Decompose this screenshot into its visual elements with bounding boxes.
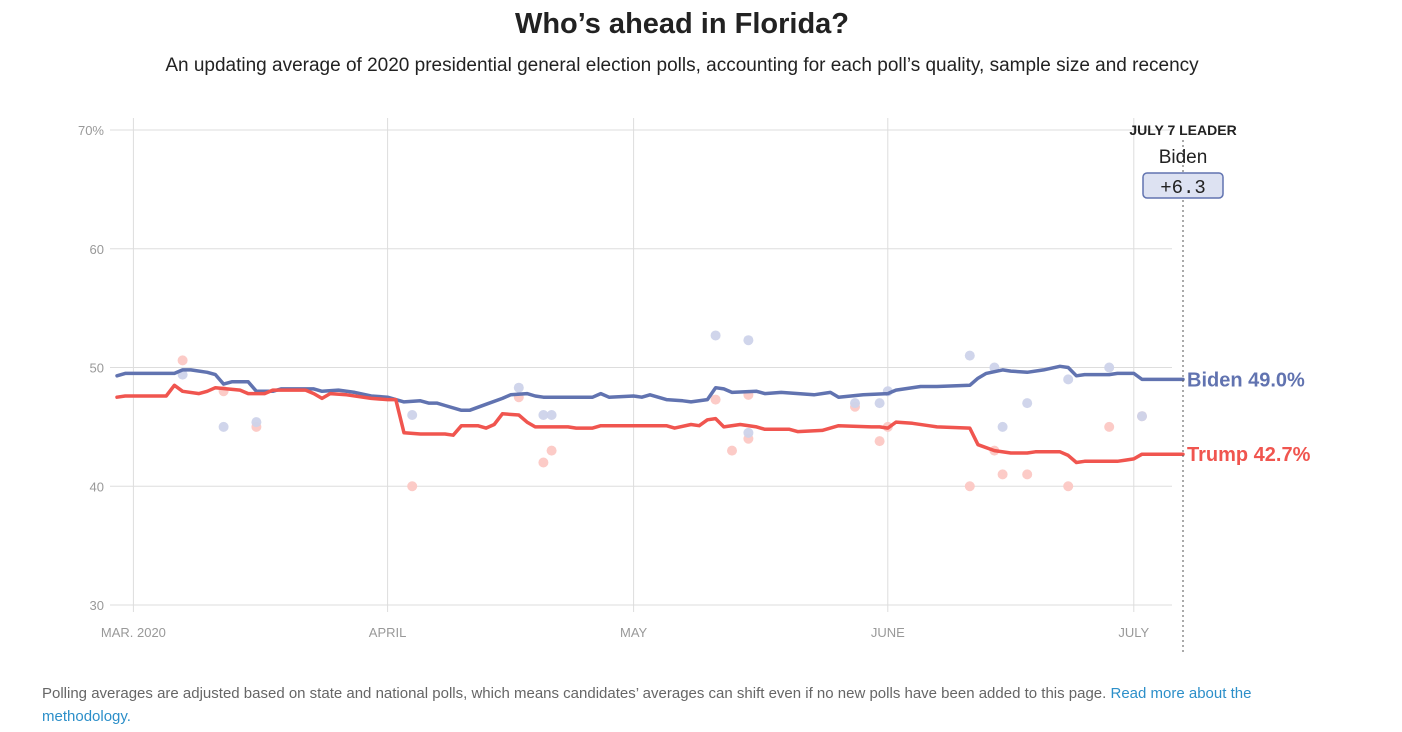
leader-heading: JULY 7 LEADER	[1129, 122, 1236, 138]
biden-poll-dot	[874, 398, 885, 409]
leader-name: Biden	[1159, 147, 1208, 168]
y-tick-label: 70%	[78, 123, 104, 138]
trump-poll-dot	[997, 469, 1008, 480]
trump-poll-dot	[727, 445, 737, 456]
y-tick-label: 40	[90, 479, 104, 494]
biden-poll-dot	[218, 421, 229, 432]
biden-poll-dot	[743, 427, 754, 438]
polling-average-chart[interactable]: 70% 60 50 40 30 MAR. 2020 APRIL MAY JUNE JULY Bi…	[0, 0, 1402, 670]
trump-poll-dot	[1104, 421, 1115, 432]
x-tick-label: MAY	[620, 625, 648, 640]
trump-poll-dot	[546, 445, 557, 456]
biden-poll-dot	[1104, 362, 1115, 373]
y-tick-label: 60	[90, 242, 104, 257]
chart-subtitle: An updating average of 2020 presidential…	[165, 55, 1199, 76]
x-axis-ticks: MAR. 2020 APRIL MAY JUNE JULY	[101, 625, 1150, 640]
biden-poll-dot	[513, 382, 524, 393]
x-tick-label: APRIL	[369, 625, 407, 640]
biden-poll-dot	[710, 330, 721, 341]
methodology-link[interactable]: Read more about the methodology.	[42, 685, 1252, 725]
biden-poll-dot	[964, 350, 975, 361]
trump-poll-dot	[874, 436, 885, 447]
x-tick-label: JULY	[1118, 625, 1149, 640]
biden-poll-dot	[850, 398, 860, 409]
biden-poll-dot	[538, 410, 549, 420]
average-lines	[115, 364, 1185, 465]
trump-poll-dot	[710, 394, 721, 405]
footer-text: Polling averages are adjusted based on s…	[42, 685, 1111, 702]
trump-end-label: Trump 42.7%	[1187, 444, 1311, 466]
trump-poll-dot	[1022, 469, 1033, 480]
leader-margin-badge	[1142, 172, 1224, 199]
biden-poll-dot	[546, 410, 557, 420]
trump-average-line	[115, 383, 1185, 465]
biden-end-label: Biden 49.0%	[1187, 369, 1305, 391]
x-tick-label: MAR. 2020	[101, 625, 166, 640]
biden-poll-dot	[407, 410, 418, 420]
biden-poll-dot	[1137, 411, 1147, 422]
trump-poll-dot	[964, 481, 975, 492]
y-axis-ticks: 70% 60 50 40 30	[78, 123, 104, 613]
biden-poll-dot	[743, 335, 754, 346]
biden-poll-dot	[1022, 398, 1033, 409]
footer-note: Polling averages are adjusted based on s…	[42, 682, 1322, 728]
poll-dots	[177, 330, 1147, 492]
biden-poll-dot	[997, 421, 1008, 432]
y-tick-label: 50	[90, 361, 104, 376]
end-labels: Biden 49.0% Trump 42.7%	[1187, 369, 1311, 466]
chart-title: Who’s ahead in Florida?	[514, 8, 850, 40]
biden-poll-dot	[251, 417, 262, 428]
trump-poll-dot	[407, 481, 418, 492]
trump-poll-dot	[538, 457, 549, 468]
x-tick-label: JUNE	[871, 625, 905, 640]
biden-poll-dot	[1063, 374, 1074, 385]
leader-margin: +6.3	[1160, 177, 1206, 199]
y-tick-label: 30	[90, 598, 104, 613]
gridlines	[110, 118, 1172, 612]
leader-box: JULY 7 LEADER Biden +6.3	[1129, 122, 1236, 199]
trump-poll-dot	[177, 355, 188, 366]
trump-poll-dot	[1063, 481, 1074, 492]
